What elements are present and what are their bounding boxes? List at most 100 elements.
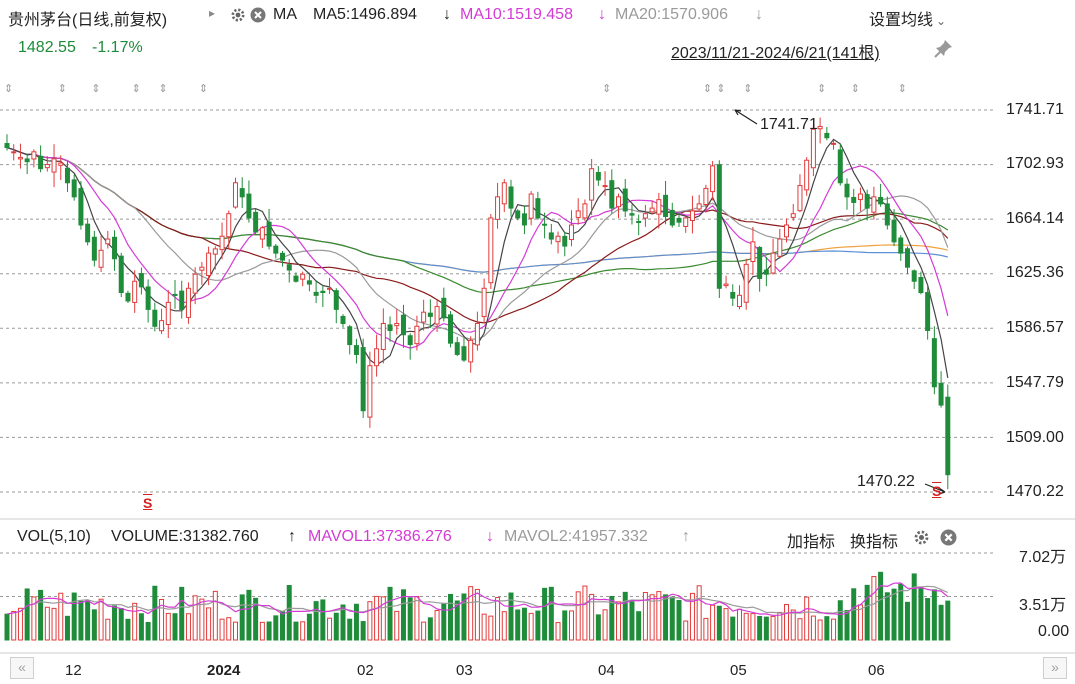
- volume-bar: [313, 601, 319, 641]
- candle-body: [844, 183, 850, 198]
- volume-bar: [71, 592, 77, 641]
- volume-bar: [609, 595, 615, 641]
- volume-bar: [938, 604, 944, 641]
- ma20-arrow-icon: ↓: [755, 6, 763, 23]
- mavol1-line: [6, 582, 949, 617]
- volume-bar: [4, 613, 10, 641]
- volume-bar: [696, 585, 702, 641]
- candle-body: [911, 270, 917, 282]
- candle-body: [683, 217, 689, 227]
- volume-bar: [253, 597, 259, 641]
- volume-bar: [64, 615, 70, 641]
- volume-bar: [629, 601, 635, 641]
- volume-bar: [703, 617, 709, 641]
- candle-body: [777, 238, 783, 257]
- candle-body: [676, 217, 682, 223]
- volume-bar: [78, 600, 84, 641]
- candle-body: [871, 196, 877, 213]
- ma-label: MA: [273, 6, 297, 23]
- candle-body: [488, 217, 494, 284]
- sell-signal-marker[interactable]: S: [143, 495, 153, 511]
- candle-body: [508, 186, 514, 209]
- candle-body: [602, 185, 608, 188]
- pin-icon[interactable]: [934, 38, 954, 63]
- candle-body: [434, 306, 440, 325]
- scroll-left-button[interactable]: «: [10, 657, 34, 679]
- gear-icon[interactable]: [230, 7, 246, 28]
- volume-bar: [716, 605, 722, 641]
- candle-body: [857, 193, 863, 201]
- volume-bar: [911, 573, 917, 641]
- candle-body: [24, 158, 30, 163]
- candle-body: [589, 168, 595, 201]
- volume-bar: [669, 596, 675, 641]
- candle-body: [306, 280, 312, 285]
- vol-tick-mid: 3.51万: [1019, 597, 1067, 614]
- candle-body: [185, 287, 191, 318]
- volume-bar: [683, 620, 689, 641]
- candle-body: [165, 301, 171, 326]
- volume-bar: [857, 604, 863, 641]
- candle-body: [11, 151, 17, 154]
- volume-bar: [333, 612, 339, 641]
- volume-bar: [649, 594, 655, 641]
- ma5-arrow-icon: ↓: [443, 6, 451, 23]
- event-marker-icon: ⇕: [132, 83, 141, 95]
- switch-indicator-button[interactable]: 换指标: [850, 534, 899, 551]
- ma-settings-button[interactable]: 设置均线 ⌄: [869, 6, 946, 30]
- candle-body: [4, 143, 10, 149]
- candle-body: [629, 213, 635, 216]
- volume-bar: [804, 596, 810, 641]
- event-marker-icon: ⇕: [91, 83, 100, 95]
- candle-body: [649, 207, 655, 213]
- add-indicator-button[interactable]: 加指标: [787, 534, 836, 551]
- candle-body: [642, 213, 648, 219]
- volume-bar: [750, 613, 756, 641]
- volume-bar: [663, 594, 669, 641]
- mavol2-value: MAVOL2:41957.332: [504, 528, 648, 545]
- volume-bar: [24, 588, 30, 641]
- candle-body: [810, 128, 816, 169]
- volume-bar: [689, 592, 695, 641]
- high-annotation: 1741.71: [760, 116, 818, 133]
- gear-icon[interactable]: [913, 529, 930, 551]
- candle-body: [535, 198, 541, 219]
- volume-bar: [300, 621, 306, 641]
- volume-bar: [387, 586, 393, 641]
- volume-bar: [185, 613, 191, 641]
- scroll-right-button[interactable]: »: [1043, 657, 1067, 679]
- candle-body: [622, 188, 628, 212]
- volume-bar: [763, 616, 769, 641]
- candle-body: [716, 164, 722, 289]
- candle-body: [226, 213, 232, 238]
- candle-body: [273, 245, 279, 254]
- candle-body: [199, 266, 205, 271]
- candle-body: [736, 294, 742, 308]
- volume-bar: [58, 592, 64, 641]
- expand-arrow-icon[interactable]: ▸: [209, 6, 216, 20]
- x-tick-mar: 03: [456, 662, 473, 679]
- volume-bar: [400, 589, 406, 641]
- date-range[interactable]: 2023/11/21-2024/6/21(141根): [671, 45, 880, 62]
- volume-bar: [548, 586, 554, 641]
- volume-bar: [656, 591, 662, 641]
- close-circle-icon[interactable]: [250, 7, 266, 28]
- close-circle-icon[interactable]: [940, 529, 957, 551]
- volume-bar: [232, 621, 238, 641]
- volume-bar: [871, 576, 877, 641]
- y-tick-6: 1509.00: [1006, 429, 1064, 446]
- event-marker-icon: ⇕: [851, 83, 860, 95]
- volume-bar: [636, 611, 642, 641]
- candle-body: [380, 322, 386, 350]
- volume-bar: [521, 607, 527, 641]
- candle-body: [145, 286, 151, 310]
- volume-bar: [280, 611, 286, 641]
- candle-body: [192, 273, 198, 294]
- sell-signal-marker[interactable]: S: [932, 483, 942, 499]
- candle-body: [925, 292, 931, 331]
- current-price: 1482.55: [18, 39, 76, 56]
- volume-bar: [945, 600, 951, 641]
- volume-bar: [891, 588, 897, 641]
- x-tick-feb: 02: [357, 662, 374, 679]
